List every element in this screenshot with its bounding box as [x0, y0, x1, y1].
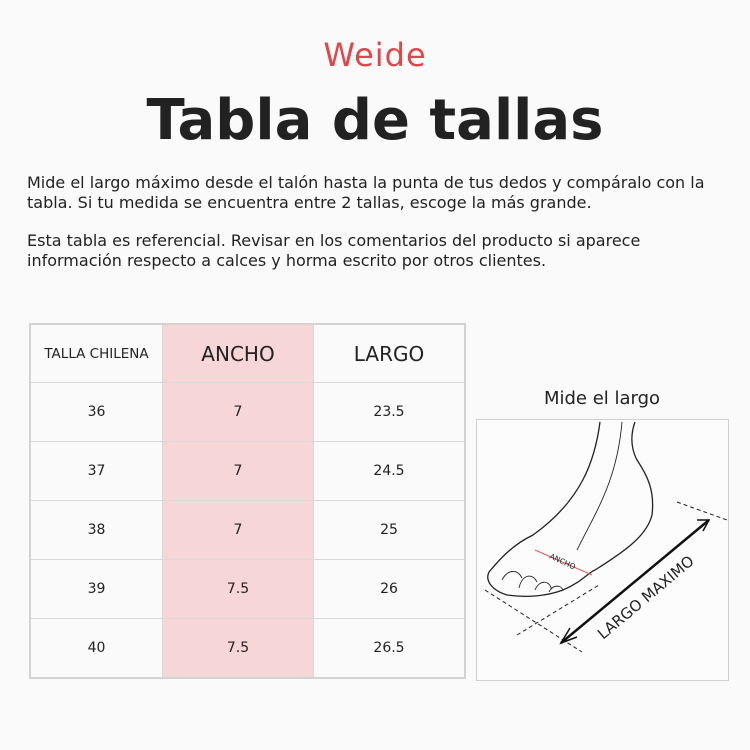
- ancho-line: [534, 549, 593, 576]
- foot-illustration: ANCHO LARGO MAXIMO: [484, 421, 728, 653]
- foot-diagram: ANCHO LARGO MAXIMO: [476, 419, 729, 681]
- table-row: 37 7 24.5: [29, 441, 466, 501]
- cell-largo: 26: [313, 559, 466, 619]
- foot-outline: [487, 421, 654, 597]
- cell-talla: 37: [29, 441, 163, 501]
- cell-largo: 24.5: [313, 441, 466, 501]
- cell-ancho: 7: [162, 500, 314, 560]
- instructions-paragraph: Mide el largo máximo desde el talón hast…: [27, 173, 705, 212]
- diagram-title: Mide el largo: [543, 388, 661, 409]
- largo-arrow: [560, 519, 710, 644]
- cell-talla: 36: [29, 382, 163, 442]
- cell-ancho: 7.5: [162, 618, 314, 679]
- table-row: 38 7 25: [29, 500, 466, 560]
- table-header-row: TALLA CHILENA ANCHO LARGO: [29, 323, 466, 383]
- header-largo: LARGO: [313, 323, 466, 383]
- cell-talla: 39: [29, 559, 163, 619]
- cell-ancho: 7: [162, 441, 314, 501]
- cell-largo: 26.5: [313, 618, 466, 679]
- header-talla: TALLA CHILENA: [29, 323, 163, 383]
- cell-talla: 40: [29, 618, 163, 679]
- header-ancho: ANCHO: [162, 323, 314, 383]
- cell-ancho: 7: [162, 382, 314, 442]
- arrow-head-icon: [559, 519, 711, 645]
- largo-label: LARGO MAXIMO: [594, 552, 698, 643]
- cell-largo: 23.5: [313, 382, 466, 442]
- table-row: 40 7.5 26.5: [29, 618, 466, 679]
- page-title: Tabla de tallas: [146, 88, 604, 153]
- table-row: 39 7.5 26: [29, 559, 466, 619]
- disclaimer-paragraph: Esta tabla es referencial. Revisar en lo…: [27, 231, 641, 270]
- size-table: TALLA CHILENA ANCHO LARGO 36 7 23.5 37 7 24.…: [29, 323, 466, 679]
- cell-largo: 25: [313, 500, 466, 560]
- cell-talla: 38: [29, 500, 163, 560]
- ancho-label: ANCHO: [548, 552, 577, 572]
- table-row: 36 7 23.5: [29, 382, 466, 442]
- cell-ancho: 7.5: [162, 559, 314, 619]
- brand-logo: Weide: [323, 36, 427, 74]
